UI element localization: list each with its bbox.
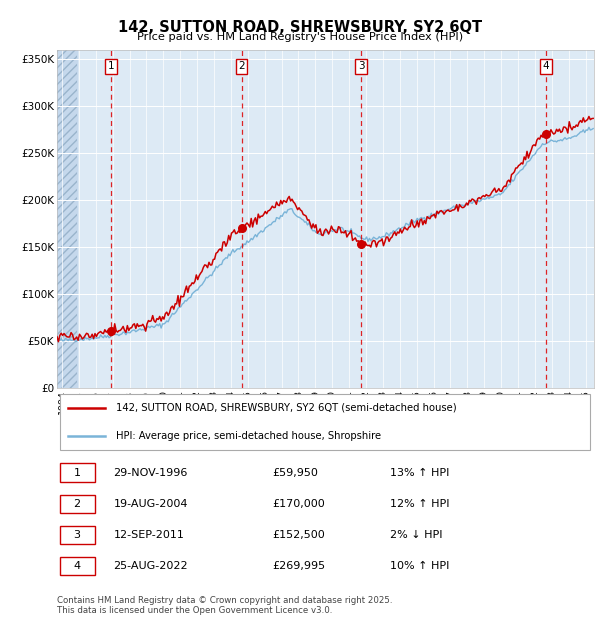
Text: 1: 1 — [108, 61, 115, 71]
Text: 4: 4 — [74, 561, 80, 571]
FancyBboxPatch shape — [59, 394, 590, 450]
Text: 12-SEP-2011: 12-SEP-2011 — [113, 530, 184, 540]
Text: 2: 2 — [74, 498, 80, 508]
Bar — [57, 50, 77, 388]
Text: 13% ↑ HPI: 13% ↑ HPI — [390, 467, 449, 477]
Text: 142, SUTTON ROAD, SHREWSBURY, SY2 6QT: 142, SUTTON ROAD, SHREWSBURY, SY2 6QT — [118, 20, 482, 35]
Bar — [57, 50, 77, 388]
Text: 142, SUTTON ROAD, SHREWSBURY, SY2 6QT (semi-detached house): 142, SUTTON ROAD, SHREWSBURY, SY2 6QT (s… — [116, 402, 457, 413]
Text: HPI: Average price, semi-detached house, Shropshire: HPI: Average price, semi-detached house,… — [116, 430, 381, 441]
Text: £269,995: £269,995 — [272, 561, 325, 571]
FancyBboxPatch shape — [59, 464, 95, 482]
Text: 25-AUG-2022: 25-AUG-2022 — [113, 561, 188, 571]
Text: 3: 3 — [74, 530, 80, 540]
Text: Contains HM Land Registry data © Crown copyright and database right 2025.
This d: Contains HM Land Registry data © Crown c… — [57, 596, 392, 615]
Text: £59,950: £59,950 — [272, 467, 317, 477]
Text: Price paid vs. HM Land Registry's House Price Index (HPI): Price paid vs. HM Land Registry's House … — [137, 32, 463, 42]
Text: 2: 2 — [238, 61, 245, 71]
Text: 29-NOV-1996: 29-NOV-1996 — [113, 467, 188, 477]
Text: 19-AUG-2004: 19-AUG-2004 — [113, 498, 188, 508]
Text: 2% ↓ HPI: 2% ↓ HPI — [390, 530, 442, 540]
Text: 12% ↑ HPI: 12% ↑ HPI — [390, 498, 449, 508]
Text: £170,000: £170,000 — [272, 498, 325, 508]
FancyBboxPatch shape — [59, 526, 95, 544]
FancyBboxPatch shape — [59, 495, 95, 513]
Text: £152,500: £152,500 — [272, 530, 325, 540]
Text: 3: 3 — [358, 61, 364, 71]
Text: 10% ↑ HPI: 10% ↑ HPI — [390, 561, 449, 571]
FancyBboxPatch shape — [59, 557, 95, 575]
Text: 4: 4 — [542, 61, 549, 71]
Text: 1: 1 — [74, 467, 80, 477]
